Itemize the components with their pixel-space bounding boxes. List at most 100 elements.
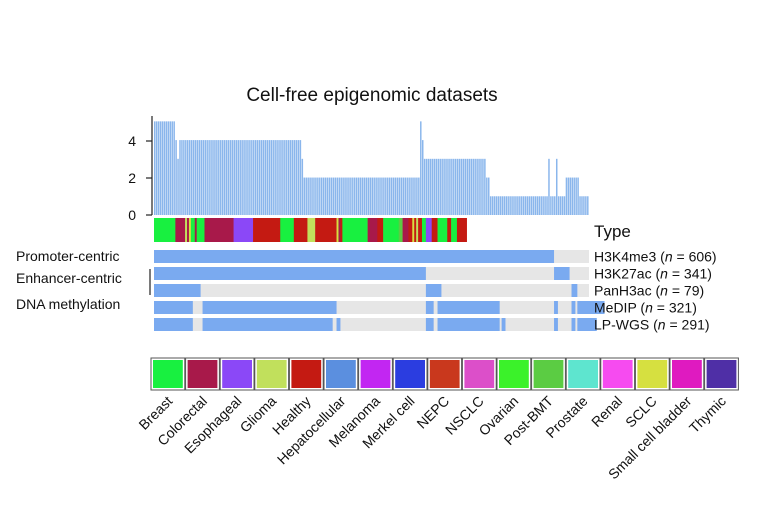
bar <box>567 177 570 215</box>
bar <box>381 177 383 215</box>
type-cell <box>398 218 403 242</box>
bar <box>513 196 515 215</box>
bar <box>538 196 540 215</box>
bar <box>198 140 201 215</box>
bar <box>575 177 577 215</box>
bar <box>317 177 319 215</box>
type-cell <box>425 218 433 242</box>
bar <box>206 140 208 215</box>
bar <box>183 140 185 215</box>
bar <box>427 158 430 215</box>
type-cell <box>421 218 427 242</box>
bar <box>188 140 191 215</box>
bar <box>177 158 179 215</box>
bar <box>274 140 276 215</box>
bar <box>557 196 560 215</box>
bar <box>439 158 441 215</box>
track-segment <box>154 318 193 331</box>
legend-swatch <box>602 360 633 388</box>
bar <box>332 177 335 215</box>
bar <box>173 121 175 215</box>
bar <box>385 177 387 215</box>
bar <box>455 158 457 215</box>
bar <box>249 140 251 215</box>
bar <box>322 177 325 215</box>
bar <box>453 158 455 215</box>
bar <box>587 196 589 215</box>
bar <box>359 177 362 215</box>
legend-swatch <box>153 360 183 388</box>
bar <box>260 140 263 215</box>
legend-swatch <box>256 360 287 388</box>
track-segment <box>554 301 558 314</box>
bar <box>429 158 432 215</box>
bar <box>542 196 544 215</box>
type-cell <box>315 218 337 242</box>
bar <box>363 177 366 215</box>
type-cell <box>456 218 467 242</box>
type-cell <box>154 218 176 242</box>
bar <box>476 158 478 215</box>
bar <box>369 177 372 215</box>
bar <box>406 177 408 215</box>
bar <box>509 196 511 215</box>
track-label: H3K4me3 (n = 606) <box>594 249 717 265</box>
bar <box>443 158 445 215</box>
bar <box>254 140 257 215</box>
track-segment <box>437 318 500 331</box>
bar <box>579 196 581 215</box>
bar <box>159 121 162 215</box>
bar <box>239 140 241 215</box>
bar <box>371 177 373 215</box>
bar <box>552 196 554 215</box>
bar-series <box>154 121 589 215</box>
bar <box>245 140 247 215</box>
bar <box>528 196 531 215</box>
group-label-promoter: Promoter-centric <box>16 248 119 264</box>
bar <box>179 140 181 215</box>
bar <box>251 140 253 215</box>
bar <box>295 140 298 215</box>
bar <box>307 177 309 215</box>
bar <box>355 177 358 215</box>
bar <box>396 177 399 215</box>
type-cell <box>408 218 413 242</box>
bar <box>468 158 471 215</box>
bar <box>299 140 302 215</box>
type-cell <box>338 218 341 242</box>
type-cell <box>402 218 409 242</box>
legend-label: Renal <box>588 393 625 430</box>
type-cell <box>307 218 316 242</box>
bar <box>505 196 507 215</box>
bar <box>418 177 420 215</box>
bar <box>367 177 370 215</box>
bar <box>474 158 476 215</box>
bar <box>526 196 529 215</box>
bar <box>284 140 286 215</box>
bar <box>264 140 267 215</box>
bar <box>154 121 156 215</box>
bar <box>163 121 166 215</box>
bar <box>472 158 474 215</box>
legend-swatch <box>706 360 737 388</box>
type-cell <box>412 218 415 242</box>
bar <box>214 140 216 215</box>
bar <box>571 177 574 215</box>
bar <box>532 196 535 215</box>
bar <box>324 177 327 215</box>
bar <box>361 177 364 215</box>
type-cell <box>418 218 423 242</box>
bar <box>338 177 340 215</box>
bar <box>546 196 548 215</box>
legend-label: Thymic <box>686 393 729 436</box>
bar <box>573 177 575 215</box>
type-cell <box>431 218 438 242</box>
type-cell <box>377 218 384 242</box>
track-segment <box>437 301 500 314</box>
bar <box>157 121 160 215</box>
bar <box>212 140 214 215</box>
bar <box>301 158 304 215</box>
bar <box>258 140 261 215</box>
bar <box>466 158 469 215</box>
bar <box>315 177 317 215</box>
